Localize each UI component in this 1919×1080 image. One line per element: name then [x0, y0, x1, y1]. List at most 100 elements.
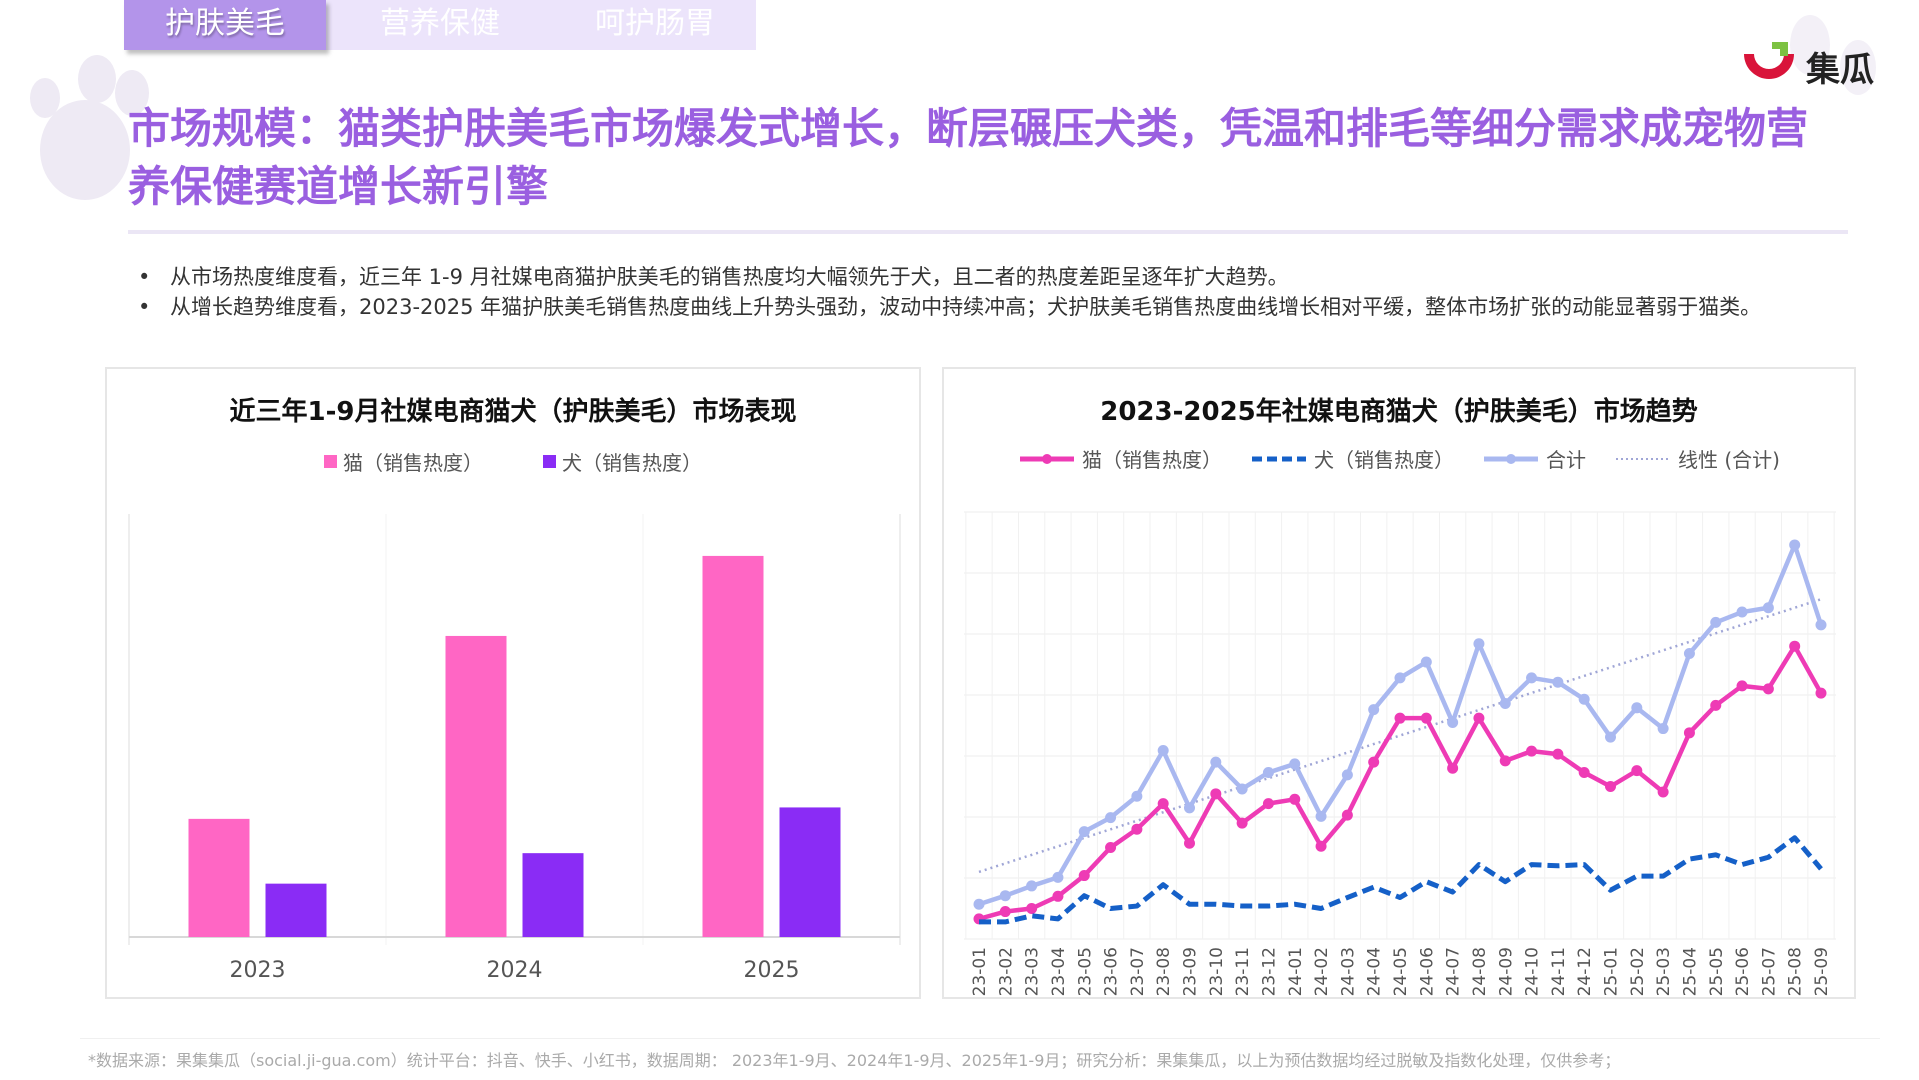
data-point-total: [973, 898, 985, 910]
data-point-cat: [1552, 748, 1564, 760]
tab-gut-care[interactable]: 呵护肠胃: [595, 6, 715, 41]
data-point-total: [1762, 602, 1774, 614]
bar-cat-2023: [188, 818, 250, 937]
data-point-cat: [1710, 699, 1722, 711]
divider: [128, 230, 1848, 234]
data-point-cat: [1736, 680, 1748, 692]
data-point-total: [1420, 656, 1432, 668]
data-point-total: [1499, 698, 1511, 710]
x-tick-label: 23-09: [1181, 947, 1201, 996]
line-chart-legend: 猫（销售热度） 犬（销售热度） 合计 线性 (合计): [944, 444, 1854, 473]
jigua-logo-icon: [1744, 42, 1794, 79]
x-tick-label: 23-11: [1233, 947, 1253, 996]
data-point-total: [1447, 716, 1459, 728]
data-point-total: [1631, 702, 1643, 714]
bar-cat-2024: [445, 635, 507, 937]
data-point-cat: [1447, 762, 1459, 774]
series-line-dog: [979, 835, 1823, 925]
data-point-cat: [1157, 798, 1169, 810]
x-tick-label: 24-05: [1391, 947, 1411, 996]
legend-label: 合计: [1546, 448, 1587, 472]
line-chart: 23-01 23-02 23-03 23-04 23-05 23-06 23-07 23-08…: [964, 511, 1836, 996]
x-tick-label: 25-04: [1680, 947, 1700, 996]
data-point-total: [1710, 616, 1722, 628]
x-tick-label: 25-09: [1812, 947, 1832, 996]
data-point-total: [1526, 672, 1538, 684]
tab-nutrition[interactable]: 营养保健: [380, 6, 500, 41]
data-point-cat: [1262, 798, 1274, 810]
data-point-total: [1184, 802, 1195, 814]
data-point-cat: [1657, 786, 1669, 798]
data-point-cat: [1236, 817, 1248, 829]
x-tick-label: 24-01: [1286, 947, 1306, 996]
footer-divider: [80, 1038, 1880, 1039]
bullet-item: 从增长趋势维度看，2023-2025 年猫护肤美毛销售热度曲线上升势头强劲，波动…: [138, 292, 1838, 322]
data-point-cat: [1289, 793, 1301, 805]
bar-chart-title: 近三年1-9月社媒电商猫犬（护肤美毛）市场表现: [229, 397, 797, 427]
x-tick-label: 23-03: [1023, 947, 1043, 996]
bar-chart: 2023 2024 2025: [128, 514, 901, 983]
x-tick-label: 24-04: [1365, 947, 1385, 996]
data-point-total: [1210, 756, 1222, 768]
data-point-cat: [1789, 640, 1801, 652]
x-tick-label: 23-06: [1102, 947, 1122, 996]
tab-skin-coat[interactable]: 护肤美毛: [124, 0, 326, 50]
data-point-cat: [1578, 766, 1590, 778]
page-title: 市场规模：猫类护肤美毛市场爆发式增长，断层碾压犬类，凭温和排毛等细分需求成宠物营…: [128, 104, 1809, 211]
data-point-total: [1236, 783, 1248, 795]
bar-chart-card: 近三年1-9月社媒电商猫犬（护肤美毛）市场表现 猫（销售热度） 犬（销售热度） …: [105, 367, 921, 999]
data-point-total: [1789, 539, 1801, 551]
data-point-total: [1473, 638, 1485, 650]
legend-label: 猫（销售热度）: [343, 451, 483, 475]
legend-cat: 猫（销售热度）: [324, 447, 483, 476]
x-tick-label: 24-06: [1417, 947, 1437, 996]
legend-cat: 猫（销售热度）: [1018, 444, 1222, 473]
data-point-cat: [1105, 842, 1117, 853]
x-tick-label: 23-08: [1154, 947, 1174, 996]
data-point-total: [1368, 704, 1380, 716]
x-tick-label: 24-03: [1338, 947, 1358, 996]
data-point-cat: [1210, 788, 1222, 800]
x-tick-label: 24-07: [1444, 947, 1464, 996]
data-point-cat: [1473, 712, 1485, 724]
x-tick-label: 23-01: [970, 947, 990, 996]
data-point-total: [1052, 871, 1064, 883]
data-point-total: [1605, 731, 1616, 743]
x-tick-label: 25-03: [1654, 947, 1674, 996]
trendline-total: [978, 598, 1822, 874]
x-tick-label: 25-06: [1733, 947, 1753, 996]
x-tick-label: 23-02: [996, 947, 1016, 996]
data-point-cat: [1683, 727, 1695, 739]
data-point-cat: [1605, 781, 1616, 792]
data-point-cat: [1526, 745, 1538, 757]
data-point-total: [1815, 619, 1827, 631]
x-tick-label: 25-01: [1602, 947, 1622, 996]
x-tick-label: 24-11: [1549, 947, 1569, 996]
data-point-total: [1131, 790, 1143, 802]
data-point-cat: [1052, 890, 1064, 902]
bullet-item: 从市场热度维度看，近三年 1-9 月社媒电商猫护肤美毛的销售热度均大幅领先于犬，…: [138, 262, 1838, 292]
x-tick-label: 24-12: [1575, 947, 1595, 996]
legend-label: 线性 (合计): [1678, 448, 1780, 472]
data-point-total: [1105, 812, 1117, 824]
x-tick-label: 2025: [744, 958, 800, 983]
bar-dog-2025: [779, 807, 841, 937]
data-point-total: [1683, 648, 1695, 660]
x-tick-label: 24-10: [1523, 947, 1543, 996]
data-point-cat: [1341, 809, 1353, 821]
line-chart-title: 2023-2025年社媒电商猫犬（护肤美毛）市场趋势: [1100, 397, 1698, 427]
data-point-total: [1394, 672, 1406, 684]
data-point-total: [1289, 758, 1301, 770]
x-tick-label: 24-09: [1496, 947, 1516, 996]
x-tick-label: 24-02: [1312, 947, 1332, 996]
bar-dog-2023: [265, 883, 327, 937]
legend-dog: 犬（销售热度）: [1250, 444, 1454, 473]
data-point-cat: [1394, 712, 1406, 724]
bar-dog-2024: [522, 853, 584, 937]
data-point-cat: [1815, 687, 1827, 699]
bar-chart-legend: 猫（销售热度） 犬（销售热度）: [107, 447, 919, 476]
legend-dog: 犬（销售热度）: [543, 447, 702, 476]
bar-cat-2025: [702, 555, 764, 937]
data-point-total: [1157, 745, 1169, 757]
x-tick-label: 23-07: [1128, 947, 1148, 996]
